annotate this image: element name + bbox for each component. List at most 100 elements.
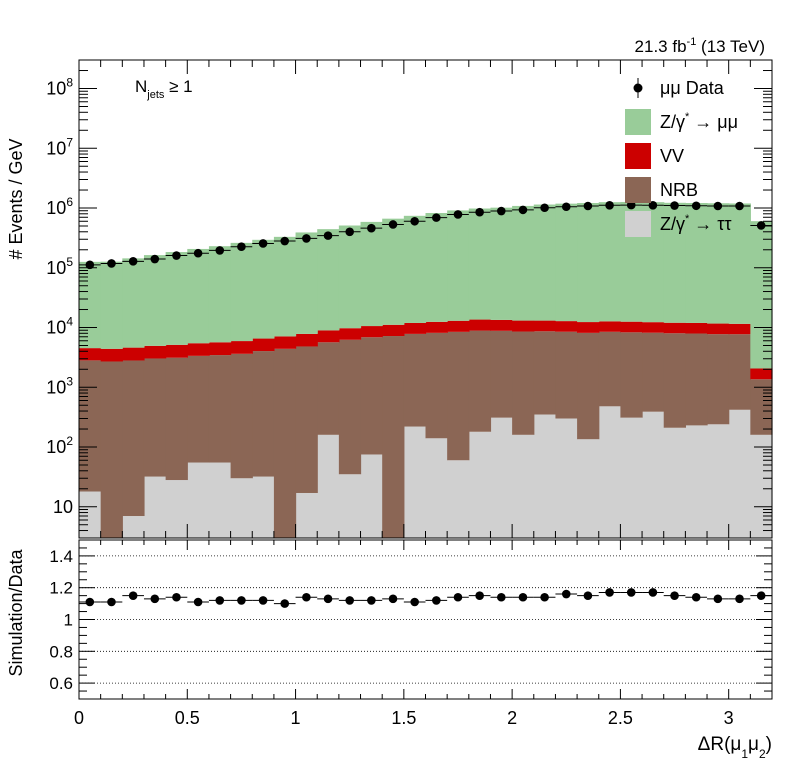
bar-zmm-13: [360, 221, 383, 327]
ratio-y-tick-label-3: 1.2: [49, 579, 73, 598]
bar-nrb-11: [317, 342, 340, 435]
ratio-point-5: [193, 597, 203, 607]
bar-zmm-20: [512, 205, 535, 321]
ratio-point-20: [518, 592, 528, 602]
bar-nrb-27: [663, 333, 686, 428]
legend-swatch-vv: [625, 143, 651, 169]
data-point-6: [215, 246, 225, 255]
bar-vv-7: [230, 341, 253, 354]
y-tick-label-3: 104: [46, 315, 73, 338]
bar-zmm-24: [598, 202, 622, 322]
data-point-16: [432, 213, 441, 222]
bar-ztt-7: [230, 478, 253, 538]
bar-nrb-23: [577, 332, 600, 440]
bar-vv-24: [598, 321, 622, 332]
ratio-y-tick-label-4: 1.4: [49, 547, 73, 566]
y-tick-label-7: 108: [46, 76, 73, 99]
ratio-y-tick-label-1: 0.8: [49, 642, 73, 661]
bar-vv-28: [685, 322, 708, 334]
x-tick-label-4: 2: [507, 708, 517, 728]
bar-zmm-14: [382, 218, 405, 325]
bar-ztt-23: [577, 439, 600, 538]
data-point-10: [302, 234, 311, 243]
bar-zmm-22: [555, 203, 578, 322]
ratio-point-16: [432, 596, 441, 605]
x-tick-label-0: 0: [74, 708, 84, 728]
ratio-point-9: [280, 599, 290, 608]
bar-ztt-26: [642, 411, 665, 538]
bar-zmm-3: [143, 255, 167, 346]
ratio-point-23: [583, 591, 593, 600]
bar-vv-17: [447, 320, 470, 332]
ratio-point-3: [150, 594, 160, 604]
axes: 0 0.5 1 1.5 2 2.5 3 10 102 103 104 105 106 107 108 0.6 0…: [46, 59, 772, 728]
data-point-2: [128, 257, 138, 266]
ratio-point-31: [756, 591, 766, 600]
y-tick-label-4: 105: [46, 255, 73, 278]
bar-vv-9: [273, 336, 297, 349]
bar-vv-1: [100, 348, 123, 362]
bar-vv-18: [468, 319, 492, 331]
bar-ztt-28: [685, 425, 708, 538]
bar-nrb-10: [295, 346, 318, 493]
bar-vv-27: [663, 322, 686, 334]
bar-ztt-18: [468, 431, 492, 538]
data-point-23: [583, 201, 593, 211]
legend-label-data: μμ Data: [660, 78, 725, 98]
ratio-point-13: [367, 596, 376, 605]
y-tick-label-1: 102: [46, 434, 73, 457]
bar-zmm-31: [750, 221, 773, 369]
bar-nrb-8: [252, 351, 275, 477]
data-point-3: [150, 254, 160, 264]
data-point-29: [713, 201, 723, 211]
bar-ztt-13: [360, 454, 383, 538]
bar-nrb-15: [403, 333, 427, 427]
bar-nrb-29: [707, 334, 730, 425]
ratio-point-14: [388, 594, 398, 604]
bar-vv-8: [252, 338, 275, 352]
data-point-19: [496, 206, 506, 216]
legend-label-nrb: NRB: [660, 180, 698, 200]
ratio-point-12: [345, 596, 355, 605]
y-tick-label-6: 107: [46, 135, 73, 158]
bar-nrb-9: [273, 348, 297, 538]
data-point-24: [605, 200, 614, 210]
data-point-4: [172, 251, 181, 260]
bar-ztt-6: [208, 462, 232, 538]
legend-swatch-zmm: [625, 109, 651, 135]
data-point-26: [648, 200, 658, 210]
ratio-point-11: [323, 594, 333, 604]
bar-zmm-6: [208, 246, 232, 343]
bar-ztt-19: [490, 417, 513, 538]
data-points: [79, 200, 772, 270]
bar-ztt-2: [122, 516, 145, 538]
bar-nrb-18: [468, 330, 492, 432]
data-point-28: [691, 201, 701, 211]
ratio-y-tick-label-2: 1: [64, 611, 73, 630]
data-point-8: [258, 239, 268, 248]
bar-ztt-30: [728, 409, 751, 538]
ratio-point-18: [475, 591, 484, 600]
bar-nrb-1: [100, 361, 123, 538]
ratio-grid: [79, 555, 772, 684]
ratio-point-0: [85, 597, 95, 607]
stacked-histogram: [79, 201, 773, 538]
bar-zmm-8: [252, 239, 275, 339]
ratio-y-tick-label-0: 0.6: [49, 674, 73, 693]
bar-ztt-21: [533, 414, 557, 538]
ratio-points: [79, 588, 772, 608]
y-tick-label-0: 10: [53, 497, 73, 517]
bar-nrb-4: [165, 357, 188, 481]
bar-zmm-12: [338, 225, 362, 329]
category-label: Njets ≥ 1: [135, 77, 193, 101]
bar-vv-22: [555, 321, 578, 332]
bar-vv-5: [187, 343, 210, 356]
bar-nrb-21: [533, 331, 557, 415]
bar-zmm-30: [728, 203, 751, 324]
bar-zmm-19: [490, 207, 513, 320]
bar-ztt-31: [750, 434, 773, 538]
bar-ztt-5: [187, 462, 210, 538]
ratio-point-26: [648, 588, 658, 597]
bar-ztt-4: [165, 480, 188, 538]
data-point-22: [561, 202, 571, 212]
